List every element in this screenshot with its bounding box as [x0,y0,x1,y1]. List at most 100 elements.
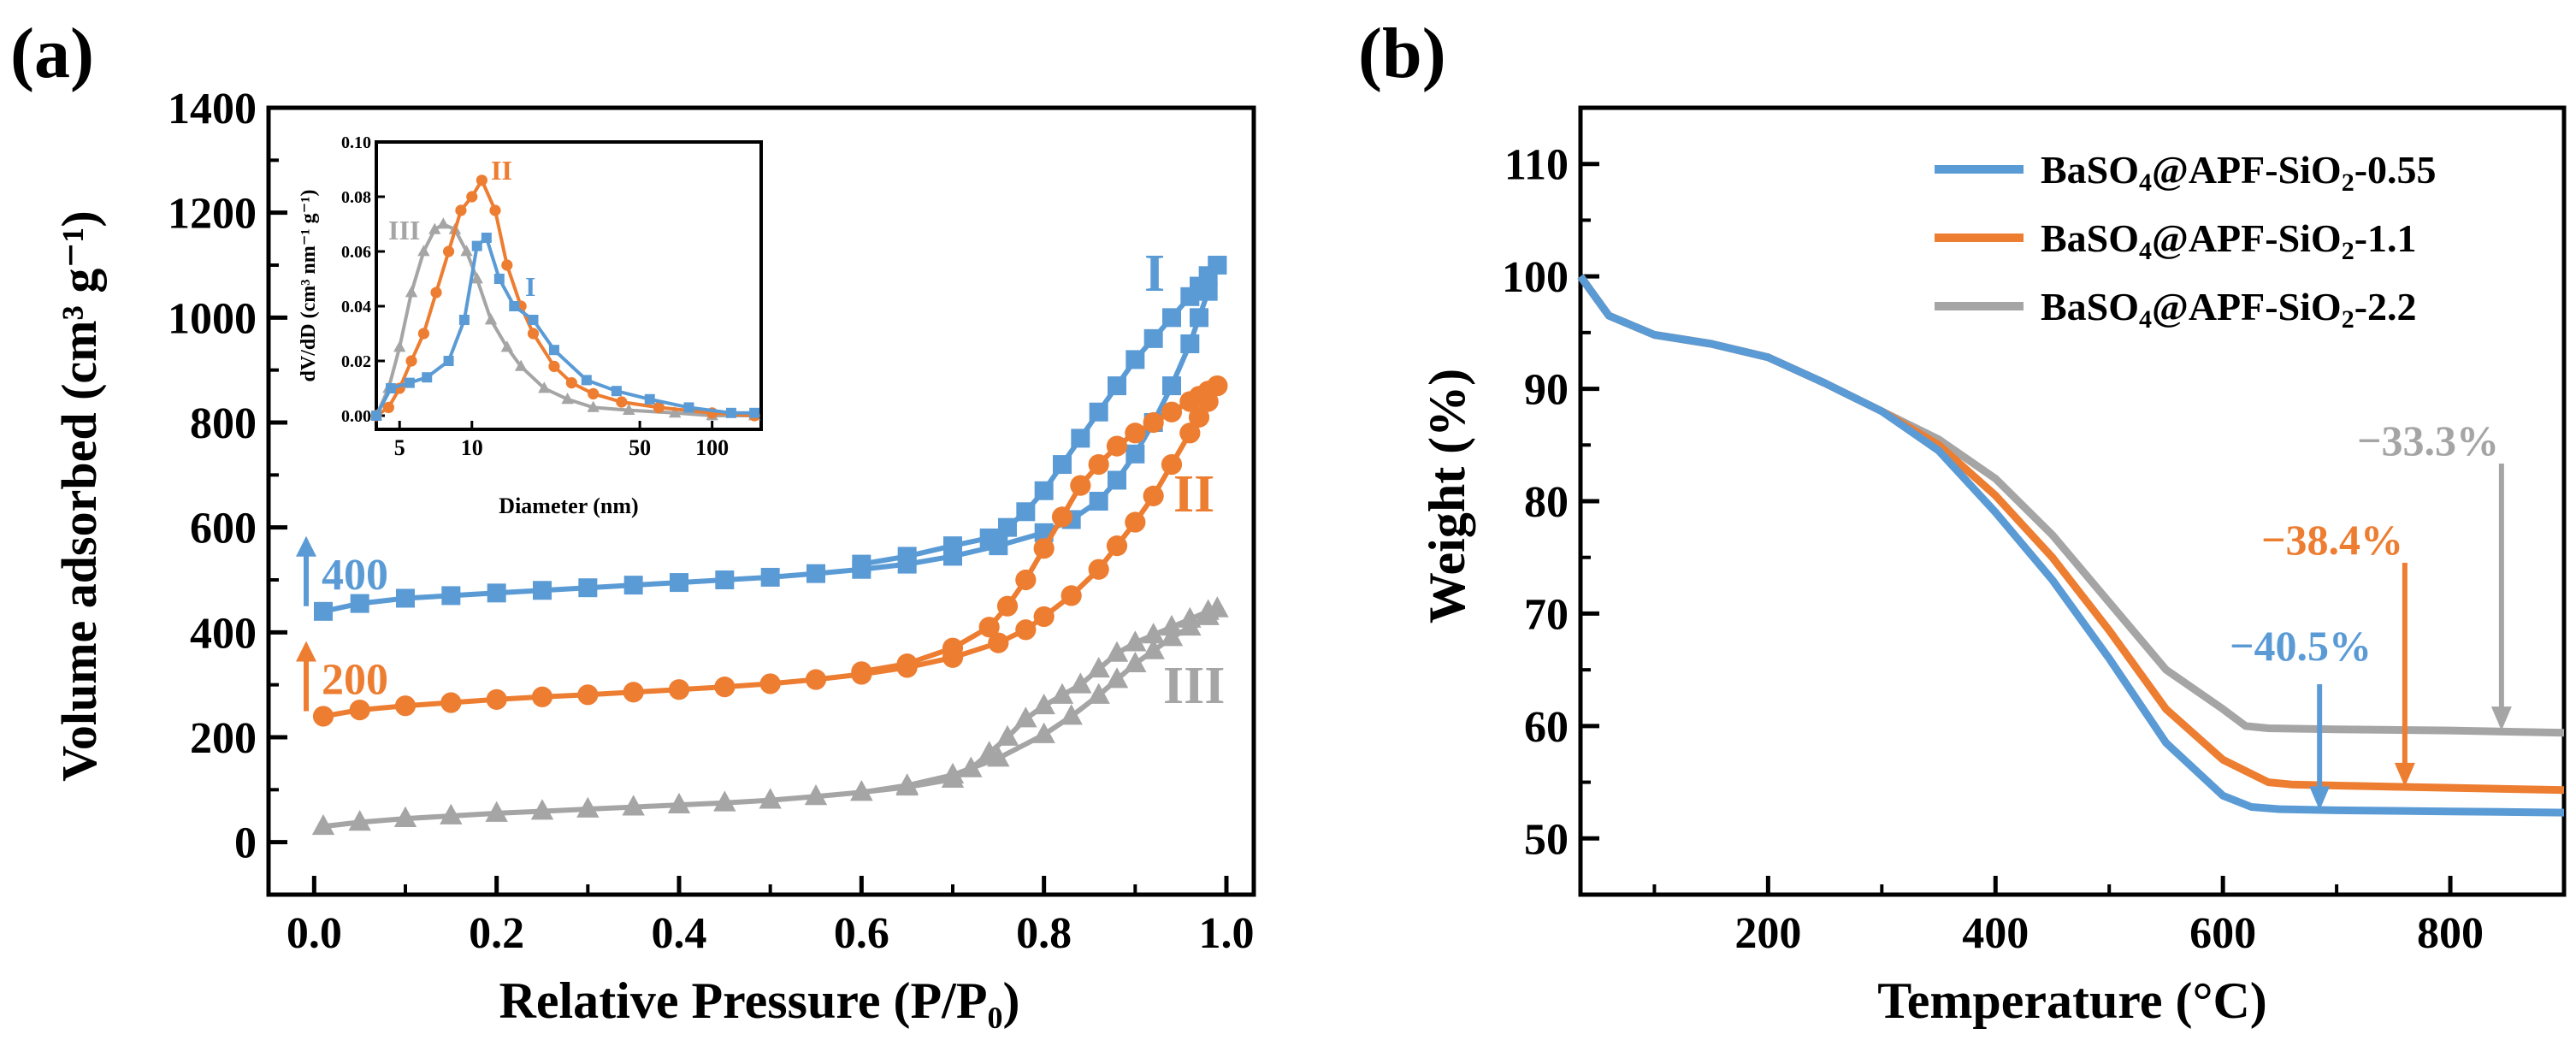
series-II-desorption-point [1051,506,1073,528]
inset-series-II-point [527,328,540,340]
inset-series-II-point [455,204,467,216]
inset-series-I-point [683,402,694,413]
inset-series-I-point [481,233,492,243]
inset-y-tick-label: 0.06 [341,243,371,262]
series-II-adsorption-point [1061,585,1082,606]
series-I-adsorption-point [760,567,780,587]
series-III-adsorption-point [348,810,371,831]
inset-series-I-point [458,315,470,325]
inset-series-II-point [548,360,560,372]
series-III-desorption-point [1179,606,1202,628]
legend-entry-text: -0.55 [2354,148,2437,192]
series-I-desorption-point [943,536,962,556]
legend-entry-subscript: 4 [2139,305,2152,334]
inset-series-III-point [437,217,450,229]
series-III-adsorption-point [1060,704,1083,725]
legend-entry-subscript: 2 [2342,305,2354,334]
series-II-adsorption-point [1179,423,1201,444]
series-II-desorption-point [1088,453,1109,476]
legend-entry-subscript: 4 [2139,237,2152,265]
inset-series-I-point [471,240,482,251]
inset-series-I-point [725,407,736,418]
inset-series-I-point [581,375,592,386]
inset-series-II-point [476,174,488,186]
plot-a-frame [266,105,1256,897]
offset-annotation: 200 [322,655,388,704]
y-tick-label-b: 110 [1504,141,1569,190]
series-I-adsorption-point [441,586,461,606]
inset-series-I-point [611,386,622,397]
offset-annotation: 400 [322,551,388,600]
inset-series-I-point [548,345,559,356]
series-II-adsorption-point [1161,453,1183,476]
series-III-adsorption-point [713,790,736,812]
x-tick-label-a: 0.6 [834,909,889,958]
legend-entry-0: BaSO4@APF-SiO2-0.55 [2041,148,2437,197]
series-II-adsorption-point [623,682,644,703]
series-label-II: II [1173,465,1214,523]
series-III-desorption-point [1160,614,1184,636]
inset-series-II-point [417,328,430,340]
series-I-desorption-point [1108,376,1126,396]
annotation-label: −33.3% [2357,417,2499,464]
inset-series-I-point [422,372,433,383]
inset-series-I-point [509,301,520,311]
inset-series-label-III: III [388,215,420,245]
x-tick-label-a: 0.0 [287,909,342,958]
series-I-desorption-point [998,517,1017,537]
inset-series-label-II: II [491,155,512,186]
series-III-adsorption-point [530,799,554,820]
annotation-label: −38.4% [2261,516,2403,564]
legend-entry-text: @APF-SiO [2152,148,2342,192]
inset-series-III-point [484,313,498,325]
inset-y-tick-label: 0.08 [341,188,371,207]
y-tick-label-a: 600 [190,505,257,553]
series-I-adsorption-point [1108,470,1126,490]
series-III-desorption-point [1087,656,1110,678]
series-I-adsorption-point [350,594,369,613]
y-tick-label-a: 400 [190,609,257,658]
series-I-desorption-point [1071,428,1090,448]
series-I-adsorption-point [1089,492,1108,511]
series-III-desorption-point [1014,706,1037,728]
inset-series-II-point [489,204,501,216]
series-II-adsorption-point [988,632,1009,653]
inset-series-III-point [428,222,441,234]
series-II-desorption-point [1179,391,1201,412]
series-II-desorption-point [1125,423,1146,444]
inset-series-I-point [386,383,397,393]
series-II-desorption-point [1161,401,1183,423]
x-tick-label-b: 400 [1962,909,2029,958]
series-III-adsorption-point [759,788,782,809]
x-axis-title-b: Temperature (°C) [1877,972,2267,1029]
series-III-desorption-point [1032,693,1055,715]
series-II-desorption-point [1106,435,1128,457]
legend-entry-text: -2.2 [2354,285,2417,328]
series-II-adsorption-point [805,669,827,690]
series-III-desorption-point [941,766,965,788]
series-II-adsorption-point [577,684,599,706]
inset-series-III-point [623,403,635,415]
series-III-desorption-point [1124,630,1147,652]
series-III-adsorption-point [440,803,463,824]
series-I-adsorption-point [487,583,506,603]
series-I-adsorption-point [314,601,333,621]
series-I-desorption-point [852,554,871,574]
inset-x-tick-label: 100 [695,435,729,460]
series-line-b-1 [1577,274,2565,795]
inset-series-III-line [375,222,755,417]
series-II-adsorption-point [349,700,370,721]
inset-series-II-point [616,396,628,408]
inset-series-II-point [653,401,665,413]
series-line-b-0 [1577,274,2565,817]
inset-x-tick-label: 5 [394,435,405,460]
series-III-desorption-point [978,741,1001,762]
series-II-desorption-point [1033,538,1055,559]
y-tick-label-a: 1000 [168,294,257,343]
annotation-label: −40.5% [2230,622,2372,670]
inset-series-III-point [460,245,473,257]
series-II-adsorption-point [1033,606,1055,628]
x-tick-label-a: 1.0 [1199,909,1255,958]
series-III-adsorption-point [393,806,417,827]
offset-arrow-head [296,641,316,662]
